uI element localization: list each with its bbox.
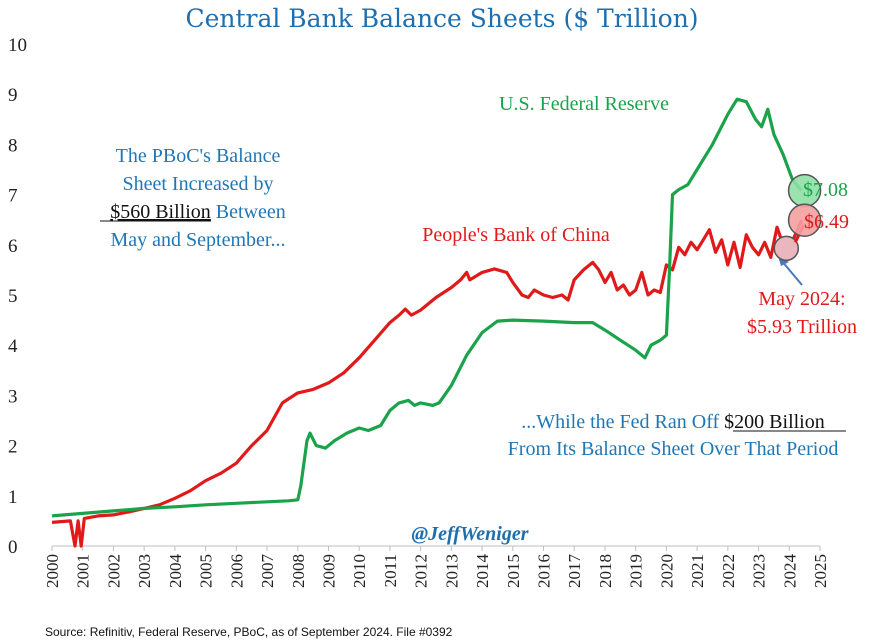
x-tick-label: 2001 [74, 554, 93, 588]
series-lines [51, 97, 804, 548]
right-note-prefix: ...While the Fed Ran Off [521, 411, 724, 433]
left-note-line-2: Sheet Increased by [122, 173, 273, 195]
right-note-line-1: ...While the Fed Ran Off $200 Billion [521, 411, 825, 433]
x-tick-label: 2013 [442, 554, 461, 588]
y-tick-label: 10 [8, 35, 27, 56]
x-tick-label: 2022 [719, 554, 738, 588]
pboc-may-marker [773, 235, 800, 262]
x-tick-label: 2019 [627, 554, 646, 588]
y-tick-label: 5 [8, 286, 18, 307]
fed-series-line [51, 97, 803, 518]
right-note-amount: $200 Billion [724, 411, 825, 433]
pboc-end-value: $6.49 [804, 211, 849, 233]
x-tick-label: 2014 [473, 554, 492, 589]
y-axis-ticks: 0 1 2 3 4 5 6 7 8 9 10 [8, 35, 27, 558]
left-note-between: Between [211, 201, 286, 223]
x-tick-label: 2012 [412, 554, 431, 588]
x-tick-label: 2003 [135, 554, 154, 588]
x-tick-label: 2025 [811, 554, 830, 588]
x-tick-label: 2018 [596, 554, 615, 588]
x-tick-label: 2005 [197, 554, 216, 588]
y-tick-label: 6 [8, 236, 18, 257]
right-note-line-2: From Its Balance Sheet Over That Period [508, 438, 839, 460]
x-tick-label: 2016 [535, 554, 554, 588]
end-markers [773, 173, 822, 262]
pboc-series-label: People's Bank of China [422, 224, 610, 246]
y-tick-label: 7 [8, 186, 18, 207]
left-note-line-4: May and September... [111, 229, 286, 251]
x-tick-label: 2010 [350, 554, 369, 588]
y-tick-label: 1 [8, 487, 18, 508]
x-tick-label: 2015 [504, 554, 523, 588]
y-tick-label: 8 [8, 135, 18, 156]
fed-series-label: U.S. Federal Reserve [499, 93, 669, 115]
x-tick-label: 2024 [780, 554, 799, 589]
x-tick-label: 2008 [289, 554, 308, 588]
x-tick-label: 2017 [565, 554, 584, 589]
may-note-line-2: $5.93 Trillion [747, 316, 857, 338]
x-tick-label: 2011 [381, 554, 400, 587]
x-tick-label: 2021 [688, 554, 707, 588]
x-tick-label: 2000 [43, 554, 62, 588]
x-tick-label: 2023 [750, 554, 769, 588]
source-note: Source: Refinitiv, Federal Reserve, PBoC… [45, 625, 453, 639]
x-tick-label: 2020 [657, 554, 676, 588]
left-note-line-3: $560 Billion Between [110, 201, 286, 223]
y-tick-label: 9 [8, 85, 18, 106]
pboc-increase-note: The PBoC's Balance Sheet Increased by $5… [100, 145, 286, 251]
fed-end-value: $7.08 [803, 179, 848, 201]
left-note-line-1: The PBoC's Balance [116, 145, 281, 167]
left-note-amount: $560 Billion [110, 201, 211, 223]
pboc-series-line [51, 219, 804, 548]
x-tick-label: 2007 [258, 554, 277, 589]
pboc-end-marker [787, 203, 822, 237]
x-tick-label: 2006 [227, 554, 246, 588]
may-2024-note: May 2024: $5.93 Trillion [747, 256, 857, 338]
chart-title: Central Bank Balance Sheets ($ Trillion) [185, 4, 698, 33]
y-tick-label: 2 [8, 437, 18, 458]
y-tick-label: 4 [8, 336, 18, 357]
may-note-line-1: May 2024: [758, 288, 845, 310]
x-tick-label: 2002 [104, 554, 123, 588]
y-tick-label: 3 [8, 386, 18, 407]
y-tick-label: 0 [8, 537, 18, 558]
x-tick-label: 2009 [319, 554, 338, 588]
fed-runoff-note: ...While the Fed Ran Off $200 Billion Fr… [508, 411, 846, 460]
author-handle: @JeffWeniger [412, 523, 529, 545]
x-axis-ticks: 2000 2001 2002 2003 2004 2005 2006 2007 2008 2009… [43, 546, 830, 588]
x-tick-label: 2004 [166, 554, 185, 589]
